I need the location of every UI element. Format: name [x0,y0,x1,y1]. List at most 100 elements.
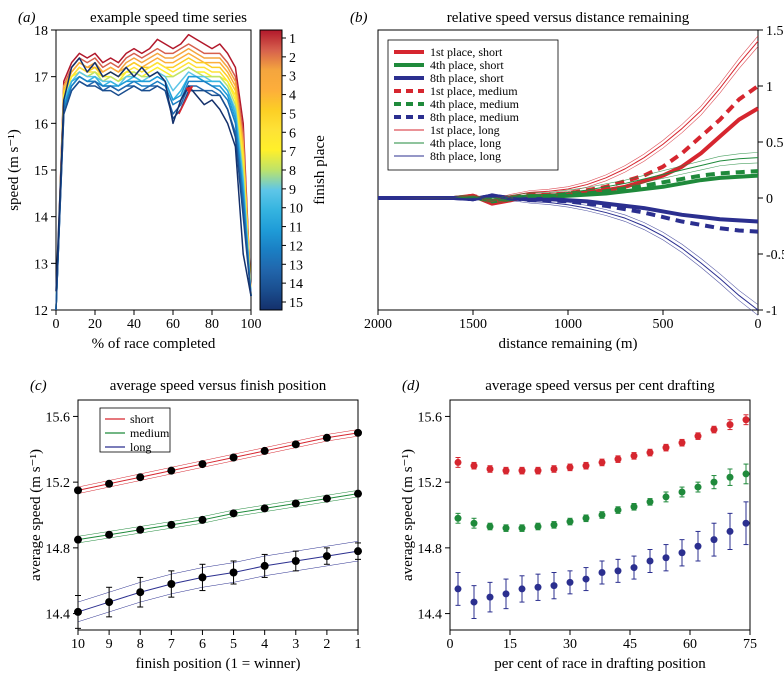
panel-d-marker [743,470,750,477]
panel-c-series [78,494,358,540]
panel-c-marker [292,440,300,448]
panel-a-series [56,72,251,310]
panel-d-marker [551,582,558,589]
panel-d-marker [727,528,734,535]
svg-text:finish position (1 = winner): finish position (1 = winner) [135,656,300,672]
svg-text:0.5: 0.5 [766,136,784,151]
svg-text:13: 13 [289,258,303,273]
panel-c-marker [261,562,269,570]
panel-c-marker [354,429,362,437]
legend-item: short [130,412,155,426]
legend-item: 4th place, medium [430,97,520,111]
svg-text:3: 3 [289,70,296,85]
panel-b-title: relative speed versus distance remaining [447,10,690,26]
panel-d-marker [647,449,654,456]
svg-text:14: 14 [289,277,303,292]
panel-c-marker [261,447,269,455]
panel-d-marker [599,569,606,576]
legend-item: 1st place, medium [430,84,518,98]
svg-text:4: 4 [261,637,268,652]
panel-c-marker [167,521,175,529]
panel-d-tag: (d) [402,378,420,394]
panel-c-marker [136,473,144,481]
panel-d-marker [455,459,462,466]
svg-text:-1: -1 [766,304,778,319]
panel-c-marker [261,504,269,512]
svg-text:7: 7 [289,145,296,160]
svg-text:8: 8 [289,164,296,179]
svg-text:distance remaining (m): distance remaining (m) [498,336,637,352]
panel-c-marker [230,454,238,462]
panel-d-marker [711,426,718,433]
panel-c-marker [74,608,82,616]
panel-d-marker [615,567,622,574]
svg-text:12: 12 [289,239,303,254]
svg-text:1000: 1000 [554,317,582,332]
panel-d-marker [535,523,542,530]
svg-text:14: 14 [34,211,48,226]
svg-text:5: 5 [289,107,296,122]
panel-c-marker [323,434,331,442]
panel-d-marker [727,474,734,481]
panel-d-marker [583,515,590,522]
panel-b-series [378,195,758,310]
svg-text:11: 11 [289,221,302,236]
panel-d-marker [647,498,654,505]
svg-text:80: 80 [205,317,219,332]
figure-root: (a)example speed time series020406080100… [0,0,784,677]
panel-c-marker [323,495,331,503]
panel-a-series [56,58,251,310]
panel-d-marker [599,459,606,466]
panel-d-marker [567,464,574,471]
panel-d-marker [535,584,542,591]
svg-text:16: 16 [34,117,48,132]
legend-item: 4th place, short [430,58,504,72]
panel-d-title: average speed versus per cent drafting [485,378,715,394]
panel-c-marker [198,573,206,581]
panel-d-marker [487,594,494,601]
legend-item: medium [130,426,170,440]
colorbar-label: finish place [312,135,328,205]
panel-d-marker [583,462,590,469]
svg-text:15: 15 [503,637,517,652]
panel-d-marker [455,515,462,522]
svg-text:20: 20 [88,317,102,332]
svg-text:500: 500 [653,317,674,332]
panel-c-marker [136,526,144,534]
legend-item: 1st place, short [430,45,503,59]
panel-d-marker [663,444,670,451]
svg-text:0: 0 [755,317,762,332]
svg-text:60: 60 [166,317,180,332]
svg-text:10: 10 [71,637,85,652]
svg-text:15.6: 15.6 [46,410,71,425]
panel-b-tag: (b) [350,10,368,26]
panel-d-marker [695,543,702,550]
svg-text:0: 0 [766,192,773,207]
panel-d-marker [567,579,574,586]
panel-d-marker [503,525,510,532]
panel-d-marker [663,554,670,561]
svg-text:0: 0 [53,317,60,332]
panel-b-series [378,196,758,222]
panel-d-marker [663,493,670,500]
svg-text:4: 4 [289,89,296,104]
panel-d-marker [695,484,702,491]
svg-text:1.5: 1.5 [766,24,784,39]
panel-d-marker [471,599,478,606]
svg-text:14.8: 14.8 [46,542,71,557]
svg-text:10: 10 [289,202,303,217]
svg-text:1: 1 [289,32,296,47]
svg-text:9: 9 [106,637,113,652]
svg-text:17: 17 [34,71,48,86]
panel-c-marker [167,467,175,475]
panel-a-series [56,67,251,310]
svg-text:14.8: 14.8 [418,542,443,557]
panel-d-marker [631,503,638,510]
panel-d-marker [631,564,638,571]
legend-item: long [130,440,151,454]
svg-text:2: 2 [323,637,330,652]
panel-d-marker [535,467,542,474]
svg-text:speed (m s⁻¹): speed (m s⁻¹) [6,129,22,211]
panel-d-marker [471,520,478,527]
panel-d-marker [487,466,494,473]
